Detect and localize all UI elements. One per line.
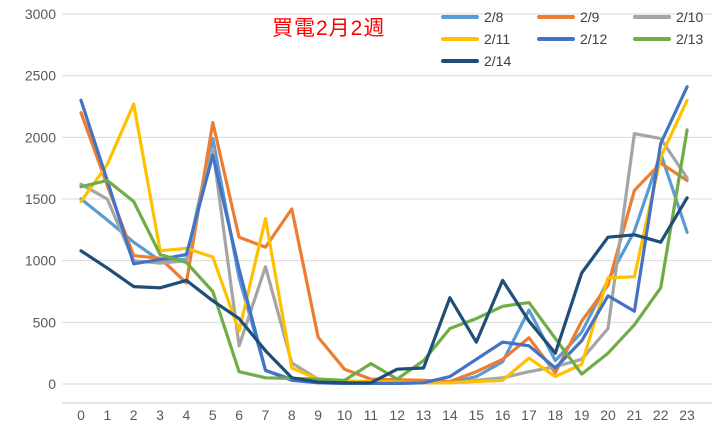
x-axis-tick-label: 1	[103, 407, 111, 423]
y-axis-tick-label: 2500	[25, 68, 56, 84]
legend-item-2-14[interactable]: 2/14	[441, 53, 537, 69]
x-axis-tick-label: 11	[364, 407, 379, 423]
x-axis-tick-label: 18	[548, 407, 564, 423]
y-axis-tick-label: 2000	[25, 129, 56, 145]
legend-item-2-11[interactable]: 2/11	[441, 31, 537, 47]
series-line-2-13[interactable]	[79, 128, 689, 382]
x-axis-tick-label: 17	[521, 407, 537, 423]
x-axis-tick-label: 7	[262, 407, 270, 423]
legend-swatch-icon	[537, 37, 575, 41]
legend-swatch-icon	[441, 59, 479, 63]
legend-item-2-9[interactable]: 2/9	[537, 9, 633, 25]
legend-item-2-10[interactable]: 2/10	[633, 9, 716, 25]
legend-item-2-12[interactable]: 2/12	[537, 31, 633, 47]
x-axis-tick-label: 22	[653, 407, 669, 423]
chart-title[interactable]: 買電2月2週	[272, 17, 386, 40]
legend-label: 2/10	[676, 9, 704, 25]
legend-item-2-8[interactable]: 2/8	[441, 9, 537, 25]
legend-swatch-icon	[633, 37, 671, 41]
legend-swatch-icon	[633, 15, 671, 19]
y-axis-tick-label: 3000	[25, 6, 56, 22]
legend-label: 2/11	[484, 31, 511, 47]
legend-label: 2/14	[484, 53, 512, 69]
legend-item-2-13[interactable]: 2/13	[633, 31, 716, 47]
y-axis-tick-label: 0	[48, 376, 56, 392]
legend-label: 2/12	[580, 31, 608, 47]
x-axis-tick-label: 2	[130, 407, 138, 423]
x-axis-tick-label: 19	[574, 407, 590, 423]
x-axis-tick-label: 15	[468, 407, 484, 423]
legend-label: 2/8	[484, 9, 504, 25]
x-axis-tick-label: 10	[337, 407, 353, 423]
x-axis-tick-label: 14	[442, 407, 458, 423]
x-axis-tick-label: 9	[314, 407, 322, 423]
x-axis-tick-label: 5	[209, 407, 217, 423]
x-axis-tick-label: 4	[183, 407, 191, 423]
chart-legend[interactable]: 2/8 2/9 2/10 2/11 2/12 2/13 2/14	[441, 6, 716, 72]
x-axis-tick-label: 0	[77, 407, 85, 423]
legend-swatch-icon	[441, 15, 479, 19]
y-axis-tick-label: 500	[33, 314, 57, 330]
legend-swatch-icon	[537, 15, 575, 19]
x-axis-tick-label: 12	[389, 407, 405, 423]
x-axis-tick-label: 8	[288, 407, 296, 423]
x-axis-tick-label: 23	[679, 407, 695, 423]
legend-label: 2/9	[580, 9, 600, 25]
y-axis-tick-label: 1500	[25, 191, 56, 207]
y-axis-tick-label: 1000	[25, 253, 56, 269]
series-line-2-12[interactable]	[79, 85, 689, 385]
series-line-2-9[interactable]	[79, 111, 689, 384]
x-axis-tick-label: 6	[235, 407, 243, 423]
x-axis-tick-label: 13	[416, 407, 432, 423]
x-axis-tick-label: 21	[627, 407, 643, 423]
x-axis-tick-label: 3	[156, 407, 164, 423]
x-axis-tick-label: 16	[495, 407, 511, 423]
series-line-2-14[interactable]	[79, 196, 689, 385]
x-axis-tick-label: 20	[600, 407, 616, 423]
legend-label: 2/13	[676, 31, 704, 47]
legend-swatch-icon	[441, 37, 479, 41]
